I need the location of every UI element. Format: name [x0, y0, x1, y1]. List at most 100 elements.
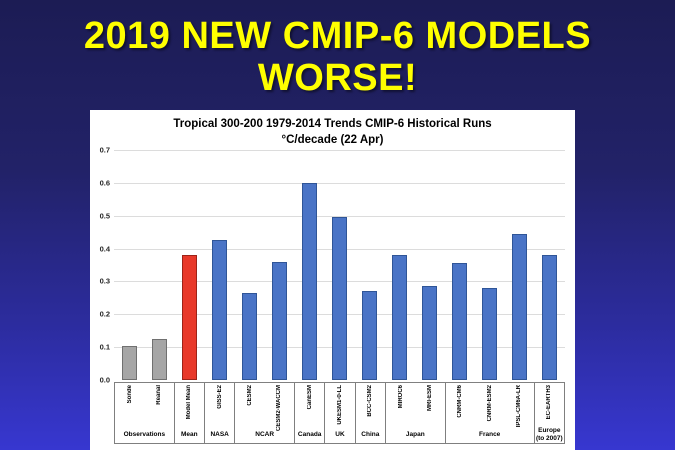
model-label-bcc-csm2: BCC-CSM2: [367, 385, 374, 417]
group-box-france: CNRM-CM6 CNRM-ESM2 IPSL-CM6A-LR France: [445, 383, 535, 444]
bar-sonde: [121, 345, 137, 380]
model-label-cnrm-esm2: CNRM-ESM2: [486, 385, 493, 422]
model-labels: GISS-E2: [205, 383, 234, 426]
group-label-mean: Mean: [181, 430, 198, 438]
model-label-slot: EC-EARTH3: [535, 383, 564, 426]
bar-slot: [144, 150, 174, 380]
bar-slot: [505, 150, 535, 380]
plot-area: 0.0 0.1 0.2 0.3 0.4 0.5 0.6 0.7: [100, 146, 565, 385]
y-tick-label: 0.5: [99, 211, 110, 221]
y-tick-label: 0.4: [99, 244, 110, 254]
bar-slot: [475, 150, 505, 380]
model-label-slot: CESM2: [235, 383, 264, 426]
model-label-cnrm-cm6: CNRM-CM6: [457, 385, 464, 418]
slide-title: 2019 NEW CMIP-6 MODELS WORSE!: [0, 15, 675, 100]
bar-cesm2-waccm: [271, 261, 287, 380]
group-label-china: China: [361, 430, 380, 438]
slide-title-line-1: 2019 NEW CMIP-6 MODELS: [83, 15, 592, 57]
group-box-mean: Model Mean Mean: [174, 383, 205, 444]
group-label-observations: Observations: [123, 430, 166, 438]
model-labels: CanESM: [295, 383, 324, 426]
model-label-ec-earth3: EC-EARTH3: [546, 385, 553, 420]
group-label-japan: Japan: [405, 430, 425, 438]
group-box-canada: CanESM Canada: [295, 383, 326, 444]
model-label-slot: MIROC6: [386, 383, 415, 426]
bar-mri-esm: [422, 286, 438, 380]
bar-cesm2: [241, 292, 257, 380]
chart-title: Tropical 300-200 1979-2014 Trends CMIP-6…: [90, 117, 575, 148]
group-box-observations: Sonde Reanal Observations: [114, 383, 175, 444]
model-label-mri-esm: MRI-ESM: [427, 385, 433, 411]
model-label-miroc6: MIROC6: [397, 385, 404, 409]
chart-title-line: Tropical 300-200 1979-2014 Trends CMIP-6…: [173, 118, 492, 130]
bar-slot: [234, 150, 264, 380]
y-tick-label: 0.7: [99, 145, 110, 155]
chart-subtitle: °C/decade (22 Apr): [281, 133, 384, 146]
group-box-uk: UKESM1-0-LL UK: [325, 383, 356, 444]
gridline: [114, 215, 565, 217]
model-labels: MIROC6 MRI-ESM: [386, 383, 445, 426]
model-label-slot: GISS-E2: [205, 383, 234, 426]
gridline: [114, 150, 565, 151]
model-label-slot: CNRM-CM6: [446, 383, 475, 426]
group-box-nasa: GISS-E2 NASA: [205, 383, 236, 444]
slide-title-line-2: WORSE!: [257, 56, 418, 99]
group-box-europe-to-2007: EC-EARTH3 Europe (to 2007): [534, 383, 565, 444]
model-label-canesm: CanESM: [306, 385, 313, 410]
bar-cnrm-esm2: [482, 288, 498, 380]
y-tick-label: 0.2: [99, 309, 110, 319]
group-label-france: France: [478, 430, 501, 438]
group-label-canada: Canada: [297, 430, 322, 438]
model-label-slot: IPSL-CM6A-LR: [504, 383, 533, 427]
bar-slot: [445, 150, 475, 380]
model-label-slot: UKESM1-0-LL: [325, 383, 354, 426]
group-label-ncar: NCAR: [255, 430, 275, 438]
model-labels: EC-EARTH3: [535, 383, 564, 426]
model-label-ukesm1-0-ll: UKESM1-0-LL: [336, 385, 343, 425]
group-label-europe-to-2007: Europe (to 2007): [535, 427, 563, 442]
bar-slot: [385, 150, 415, 380]
model-label-reanal: Reanal: [156, 385, 163, 405]
model-label-model-mean: Model Mean: [186, 385, 193, 420]
bar-ec-earth3: [542, 255, 558, 380]
bar-ipsl-cm6a-lr: [512, 233, 528, 380]
bar-slot: [174, 150, 204, 380]
model-label-slot: Reanal: [144, 383, 173, 426]
model-label-sonde: Sonde: [126, 385, 133, 404]
model-label-cesm2: CESM2: [247, 385, 253, 406]
model-label-giss-e2: GISS-E2: [216, 385, 223, 409]
group-box-japan: MIROC6 MRI-ESM Japan: [385, 383, 446, 444]
bar-slot: [324, 150, 354, 380]
bar-canesm: [301, 182, 317, 380]
bar-slot: [264, 150, 294, 380]
model-labels: BCC-CSM2: [356, 383, 385, 426]
bar-model-mean: [181, 255, 197, 380]
group-box-ncar: CESM2 CESM2-WACCM NCAR: [235, 383, 295, 444]
model-label-slot: MRI-ESM: [415, 383, 444, 426]
bar-miroc6: [392, 255, 408, 380]
bar-bcc-csm2: [362, 291, 378, 380]
bar-giss-e2: [211, 240, 227, 380]
bar-slot: [204, 150, 234, 380]
bar-slot: [294, 150, 324, 380]
model-label-cesm2-waccm: CESM2-WACCM: [276, 385, 283, 431]
model-label-slot: Model Mean: [175, 383, 204, 426]
model-label-slot: CESM2-WACCM: [265, 383, 294, 431]
bar-slot: [535, 150, 565, 380]
gridline: [114, 182, 565, 184]
model-labels: Model Mean: [175, 383, 204, 426]
model-labels: UKESM1-0-LL: [325, 383, 354, 426]
y-tick-label: 0.3: [99, 276, 110, 286]
group-label-nasa: NASA: [210, 430, 229, 438]
model-labels: CESM2 CESM2-WACCM: [235, 383, 294, 431]
bar-slot: [415, 150, 445, 380]
model-labels: CNRM-CM6 CNRM-ESM2 IPSL-CM6A-LR: [446, 383, 534, 427]
bar-reanal: [151, 338, 167, 380]
model-label-slot: BCC-CSM2: [356, 383, 385, 426]
bar-slot: [355, 150, 385, 380]
y-tick-label: 0.1: [99, 342, 110, 352]
y-tick-label: 0.6: [99, 178, 110, 188]
model-label-slot: Sonde: [115, 383, 144, 426]
group-label-uk: UK: [335, 430, 345, 438]
